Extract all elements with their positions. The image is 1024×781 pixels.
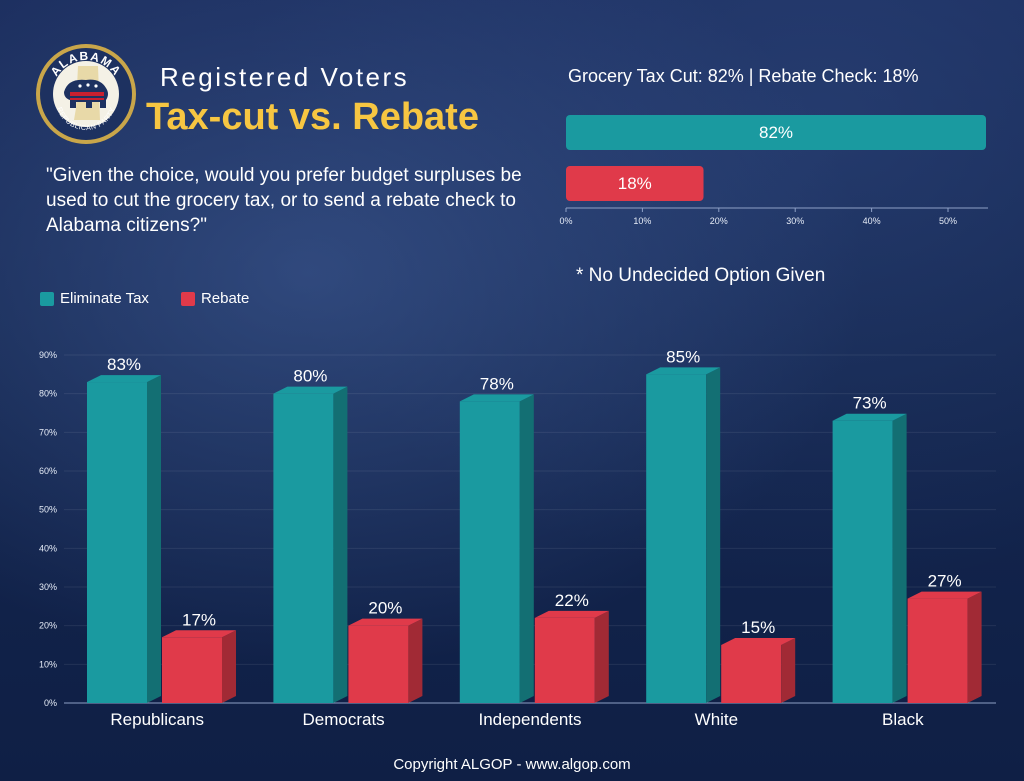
y-tick-label: 0% — [44, 698, 57, 708]
bar-front-face — [162, 637, 222, 703]
bar-side-face — [519, 394, 534, 703]
legend-label: Eliminate Tax — [60, 290, 149, 307]
bar-front-face — [646, 374, 707, 703]
bar-top-face — [646, 367, 721, 375]
subtitle: Registered Voters — [160, 62, 410, 92]
bar-eliminate-tax-black — [832, 413, 907, 703]
x-tick-label: 50% — [939, 216, 957, 226]
bar-rebate-black — [907, 591, 982, 703]
legend-item-eliminate-tax: Eliminate Tax — [40, 290, 149, 307]
bar-data-label: 78% — [480, 374, 514, 393]
legend-swatch-rebate — [180, 291, 195, 306]
bar-side-face — [892, 413, 907, 703]
bar-data-label: 20% — [368, 599, 402, 618]
bar-eliminate-tax-independents — [459, 394, 534, 703]
bar-data-label: 82% — [759, 123, 793, 142]
x-tick-label: 20% — [710, 216, 728, 226]
x-tick-label: 30% — [786, 216, 804, 226]
bar-side-face — [222, 630, 236, 703]
bar-front-face — [459, 401, 520, 703]
y-tick-label: 60% — [39, 466, 57, 476]
bar-front-face — [907, 598, 968, 703]
category-label: Democrats — [303, 710, 385, 729]
bar-side-face — [594, 610, 609, 703]
bar-tax-cut — [566, 115, 986, 150]
bar-front-face — [348, 625, 409, 703]
category-label: White — [695, 710, 738, 729]
y-tick-label: 70% — [39, 427, 57, 437]
bar-side-face — [147, 375, 161, 703]
bar-data-label: 18% — [618, 174, 652, 193]
bar-top-face — [721, 638, 796, 645]
x-tick-label: 40% — [863, 216, 881, 226]
chart-legend: Eliminate Tax Rebate — [40, 290, 249, 307]
y-tick-label: 30% — [39, 582, 57, 592]
alabama-gop-logo: ALABAMA REPUBLICAN PARTY — [36, 44, 136, 144]
bar-rebate-independents — [534, 610, 609, 703]
y-tick-label: 90% — [39, 350, 57, 360]
bar-front-face — [534, 617, 595, 703]
bar-top-face — [87, 375, 161, 383]
bar-data-label: 27% — [928, 572, 962, 591]
bar-front-face — [832, 420, 893, 703]
bar-data-label: 83% — [107, 355, 141, 374]
summary-text: Grocery Tax Cut: 82% | Rebate Check: 18% — [568, 66, 919, 86]
bar-eliminate-tax-democrats — [273, 386, 348, 703]
legend-label: Rebate — [200, 290, 250, 307]
bar-data-label: 15% — [741, 618, 775, 637]
y-tick-label: 50% — [39, 505, 57, 515]
bar-rebate-white — [721, 638, 796, 703]
y-tick-label: 10% — [39, 659, 57, 669]
bar-top-face — [273, 386, 348, 394]
category-label: Republicans — [110, 710, 204, 729]
x-tick-label: 0% — [559, 216, 572, 226]
bar-front-face — [87, 382, 147, 703]
bar-top-face — [162, 630, 236, 638]
bar-side-face — [408, 618, 423, 703]
legend-item-rebate: Rebate — [180, 290, 250, 307]
bar-data-label: 80% — [293, 367, 327, 386]
category-label: Black — [882, 710, 924, 729]
note-text: * No Undecided Option Given — [576, 265, 826, 286]
legend-swatch-eliminate — [40, 291, 54, 306]
bar-top-face — [832, 413, 907, 421]
y-tick-label: 20% — [39, 621, 57, 631]
category-label: Independents — [478, 710, 581, 729]
elephant-icon — [64, 79, 108, 108]
bar-data-label: 17% — [182, 610, 216, 629]
bar-side-face — [781, 638, 796, 703]
bar-side-face — [967, 591, 982, 703]
bar-data-label: 73% — [853, 394, 887, 413]
bar-front-face — [273, 393, 334, 703]
y-tick-label: 80% — [39, 389, 57, 399]
bar-top-face — [459, 394, 534, 402]
copyright-footer: Copyright ALGOP - www.algop.com — [393, 756, 631, 773]
bar-side-face — [706, 367, 721, 703]
bar-top-face — [534, 610, 609, 618]
bar-side-face — [333, 386, 348, 703]
bar-rebate — [566, 166, 704, 201]
bar-eliminate-tax-white — [646, 367, 721, 703]
bar-data-label: 85% — [666, 347, 700, 366]
bar-top-face — [348, 618, 423, 626]
bar-data-label: 22% — [555, 591, 589, 610]
bar-top-face — [907, 591, 982, 599]
bar-rebate-republicans — [162, 630, 236, 703]
bar-front-face — [721, 645, 782, 703]
page-title: Tax-cut vs. Rebate — [146, 96, 479, 138]
bar-rebate-democrats — [348, 618, 423, 703]
bar-eliminate-tax-republicans — [87, 375, 161, 703]
x-tick-label: 10% — [633, 216, 651, 226]
survey-question: "Given the choice, would you prefer budg… — [46, 165, 522, 236]
y-tick-label: 40% — [39, 543, 57, 553]
